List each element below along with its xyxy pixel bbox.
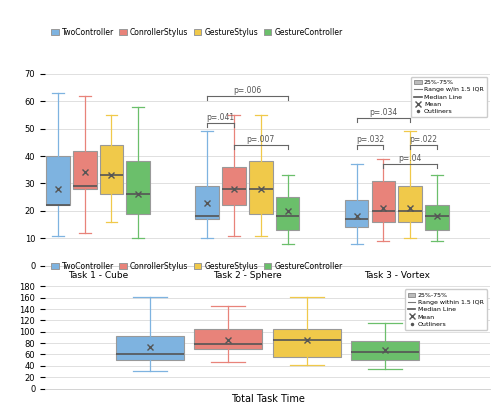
PathPatch shape <box>398 186 422 222</box>
PathPatch shape <box>249 162 272 213</box>
PathPatch shape <box>116 336 184 360</box>
PathPatch shape <box>352 342 420 360</box>
PathPatch shape <box>73 151 96 189</box>
PathPatch shape <box>46 156 70 205</box>
PathPatch shape <box>194 330 262 349</box>
PathPatch shape <box>222 167 246 205</box>
PathPatch shape <box>126 162 150 213</box>
Text: p=.034: p=.034 <box>370 108 398 117</box>
Text: p=.041: p=.041 <box>206 113 234 122</box>
PathPatch shape <box>372 181 396 222</box>
X-axis label: Total Task Time: Total Task Time <box>230 394 304 404</box>
Text: p=.007: p=.007 <box>246 135 275 144</box>
PathPatch shape <box>272 330 341 357</box>
Text: p=.04: p=.04 <box>398 155 422 164</box>
Legend: 25%-75%, Range within 1.5 IQR, Median Line, Mean, Outliners: 25%-75%, Range within 1.5 IQR, Median Li… <box>405 290 487 330</box>
PathPatch shape <box>276 197 299 230</box>
Text: p=.022: p=.022 <box>410 135 438 144</box>
Text: p=.006: p=.006 <box>234 86 262 95</box>
PathPatch shape <box>196 186 219 219</box>
Legend: 25%-75%, Range w/in 1.5 IQR, Median Line, Mean, Outliners: 25%-75%, Range w/in 1.5 IQR, Median Line… <box>411 77 487 117</box>
Text: p=.032: p=.032 <box>356 135 384 144</box>
PathPatch shape <box>345 200 368 227</box>
PathPatch shape <box>100 145 124 194</box>
PathPatch shape <box>425 205 449 230</box>
